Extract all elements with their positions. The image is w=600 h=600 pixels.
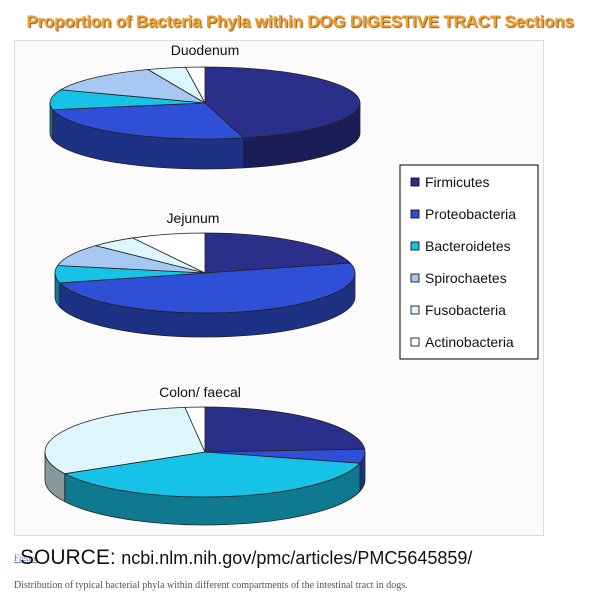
source-line: SOURCE: ncbi.nlm.nih.gov/pmc/articles/PM…: [20, 546, 472, 570]
slice-fusobacteria: [44, 406, 206, 475]
slice-actinobacteria: [184, 66, 206, 104]
pie-1: Duodenum: [49, 42, 361, 170]
legend-swatch-actinobacteria: [410, 337, 420, 347]
pie-title-3: Colon/ faecal: [159, 384, 241, 400]
pie-title-1: Duodenum: [171, 42, 240, 58]
slice-proteobacteria: [51, 102, 245, 140]
slice-actinobacteria: [131, 232, 206, 274]
slice-firmicutes: [204, 406, 366, 453]
legend-box: [399, 164, 539, 360]
legend-swatch-spirochaetes: [410, 273, 420, 283]
pie-title-2: Jejunum: [167, 210, 220, 226]
slice-actinobacteria: [184, 406, 206, 453]
pie-3: Colon/ faecal: [44, 384, 366, 526]
slice-spirochaetes: [56, 245, 206, 274]
slice-proteobacteria: [58, 262, 356, 314]
source-url[interactable]: ncbi.nlm.nih.gov/pmc/articles/PMC5645859…: [121, 548, 473, 568]
figure-panel: Duodenum Jejunum Colon/ faecal Firmicutes Pr…: [14, 40, 544, 536]
legend-swatch-fusobacteria: [410, 305, 420, 315]
legend: Firmicutes Proteobacteria Bacteroidetes Spi…: [399, 164, 539, 360]
slice-firmicutes: [204, 232, 352, 274]
slice-bacteroidetes: [49, 89, 206, 111]
slice-bacteroidetes: [63, 451, 361, 498]
legend-label-fusobacteria: Fusobacteria: [425, 302, 506, 318]
legend-label-actinobacteria: Actinobacteria: [425, 334, 514, 350]
legend-swatch-bacteroidetes: [410, 241, 420, 251]
source-label: SOURCE:: [20, 546, 116, 569]
legend-label-bacteroidetes: Bacteroidetes: [425, 238, 511, 254]
legend-label-spirochaetes: Spirochaetes: [425, 270, 507, 286]
legend-swatch-proteobacteria: [410, 209, 420, 219]
legend-label-firmicutes: Firmicutes: [425, 174, 490, 190]
figure-link[interactable]: Figure: [14, 553, 38, 563]
pie-2: Jejunum: [54, 210, 356, 338]
figure-caption: Distribution of typical bacterial phyla …: [14, 580, 408, 591]
slice-firmicutes: [204, 66, 361, 139]
legend-swatch-firmicutes: [410, 177, 420, 187]
pie-charts: Duodenum Jejunum Colon/ faecal Firmicutes Pr…: [44, 42, 539, 526]
legend-label-proteobacteria: Proteobacteria: [425, 206, 516, 222]
slice-spirochaetes: [59, 69, 206, 104]
page-title: Proportion of Bacteria Phyla within DOG …: [26, 12, 574, 31]
